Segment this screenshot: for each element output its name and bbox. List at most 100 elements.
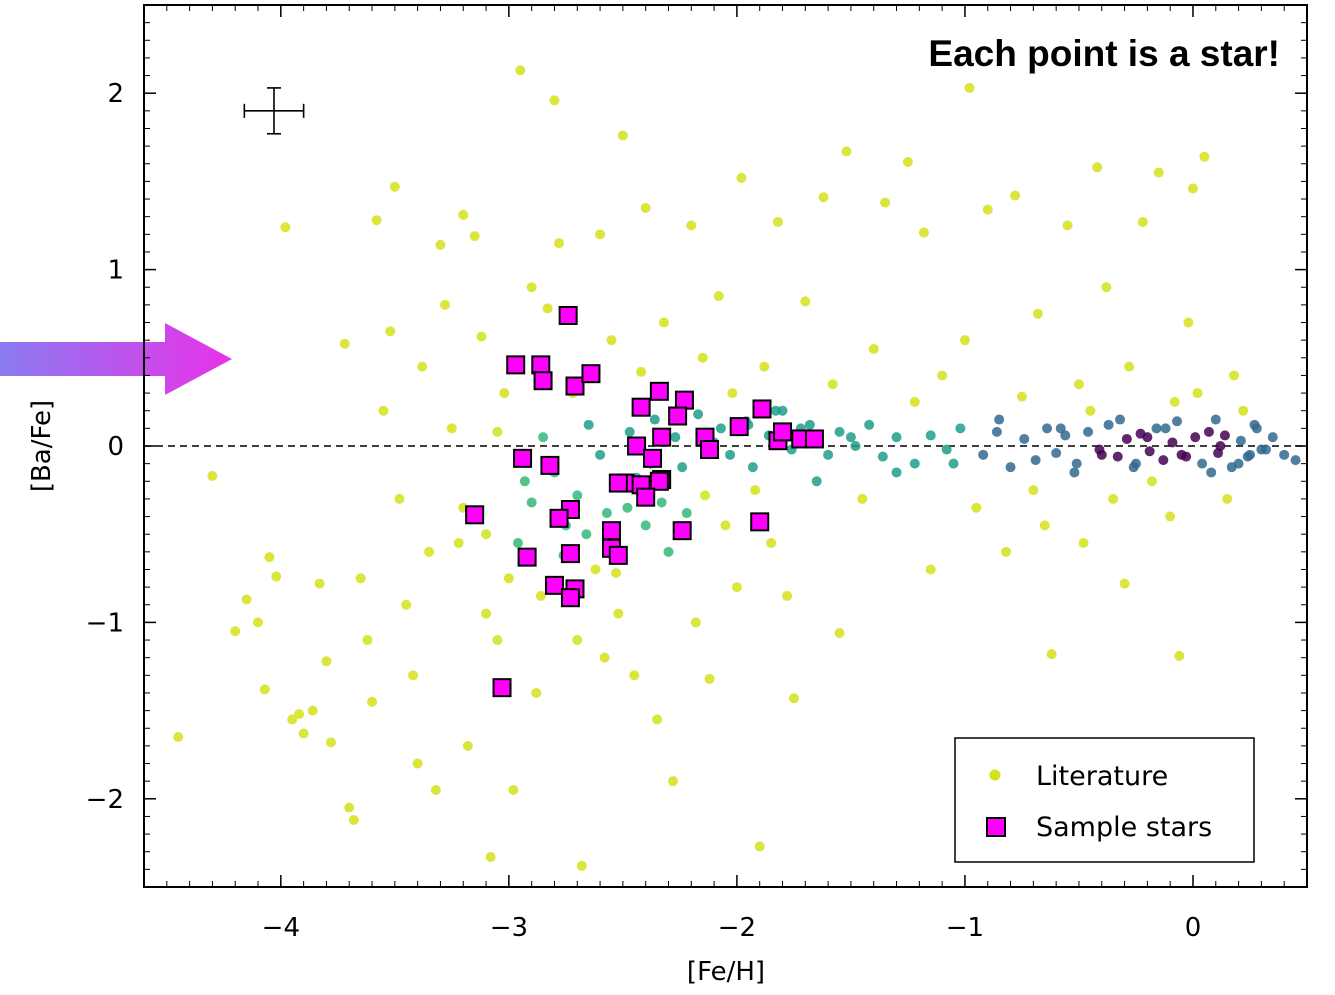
literature-point (519, 476, 530, 487)
literature-point (663, 546, 674, 557)
literature-point (1169, 396, 1180, 407)
literature-point (1062, 220, 1073, 231)
sample-star-point (558, 305, 578, 325)
literature-point (1219, 430, 1230, 441)
literature-point (1213, 448, 1224, 459)
literature-point (294, 709, 305, 720)
literature-point (1158, 455, 1169, 466)
literature-point (581, 529, 592, 540)
sample-star-point (804, 429, 824, 449)
literature-point (925, 564, 936, 575)
literature-point (253, 617, 264, 628)
literature-point (1197, 458, 1208, 469)
literature-point (699, 490, 710, 501)
literature-point (1235, 435, 1246, 446)
highlight-arrow (0, 323, 232, 395)
literature-point (750, 485, 761, 496)
literature-point (503, 573, 514, 584)
literature-point (526, 282, 537, 293)
literature-point (481, 529, 492, 540)
legend-literature-label: Literature (1036, 761, 1168, 792)
sample-star-point (533, 371, 553, 391)
literature-point (690, 617, 701, 628)
literature-point (649, 414, 660, 425)
literature-point (1071, 458, 1082, 469)
literature-point (670, 432, 681, 443)
sample-star-point (674, 390, 694, 410)
sample-star-point (649, 381, 669, 401)
literature-point (1019, 433, 1030, 444)
literature-point (804, 419, 815, 430)
literature-point (241, 594, 252, 605)
literature-point (572, 635, 583, 646)
literature-point (841, 146, 852, 157)
literature-point (918, 227, 929, 238)
literature-point (1199, 151, 1210, 162)
literature-point (1290, 455, 1301, 466)
literature-point (677, 462, 688, 473)
axis-ticks (144, 5, 1307, 888)
literature-point (857, 493, 868, 504)
legend-sample-label: Sample stars (1036, 812, 1212, 843)
literature-point (834, 627, 845, 638)
legend: Literature Sample stars (954, 737, 1255, 863)
literature-point (417, 361, 428, 372)
literature-point (994, 414, 1005, 425)
literature-point (1165, 511, 1176, 522)
literature-point (355, 573, 366, 584)
literature-point (492, 426, 503, 437)
literature-point (891, 432, 902, 443)
sample-star-point (752, 399, 772, 419)
literature-point (307, 705, 318, 716)
literature-point (925, 430, 936, 441)
literature-point (720, 520, 731, 531)
literature-point (1032, 308, 1043, 319)
sample-star-point (581, 364, 601, 384)
literature-point (1092, 162, 1103, 173)
literature-point (385, 326, 396, 337)
literature-point (1187, 183, 1198, 194)
literature-point (1203, 426, 1214, 437)
sample-star-point (560, 588, 580, 608)
literature-point (554, 238, 565, 249)
literature-point (1005, 462, 1016, 473)
literature-point (1094, 444, 1105, 455)
literature-point (937, 370, 948, 381)
literature-point (287, 714, 298, 725)
literature-point (731, 582, 742, 593)
literature-point (1000, 546, 1011, 557)
literature-point (1051, 448, 1062, 459)
literature-point (640, 202, 651, 213)
literature-point (1028, 485, 1039, 496)
literature-point (1210, 414, 1221, 425)
literature-point (864, 419, 875, 430)
literature-point (747, 462, 758, 473)
literature-point (613, 608, 624, 619)
literature-point (777, 405, 788, 416)
literature-point (955, 423, 966, 434)
sample-star-point (601, 521, 621, 541)
sample-star-point (565, 376, 585, 396)
sample-star-point (560, 544, 580, 564)
x-tick-label: −1 (946, 913, 984, 943)
literature-point (1112, 451, 1123, 462)
sample-star-point (531, 355, 551, 375)
literature-point (1267, 432, 1278, 443)
literature-point (725, 449, 736, 460)
literature-point (1151, 423, 1162, 434)
literature-point (850, 441, 861, 451)
literature-point (230, 626, 241, 637)
literature-point (971, 502, 982, 513)
literature-point (1153, 167, 1164, 178)
literature-point (173, 732, 184, 743)
literature-point (948, 458, 959, 469)
literature-point (462, 740, 473, 751)
literature-point (367, 696, 378, 707)
literature-point (978, 449, 989, 460)
literature-point (492, 635, 503, 646)
literature-point (658, 317, 669, 328)
literature-point (834, 426, 845, 437)
literature-point (1137, 216, 1148, 227)
sample-star-point (700, 440, 720, 460)
literature-point (668, 776, 679, 787)
